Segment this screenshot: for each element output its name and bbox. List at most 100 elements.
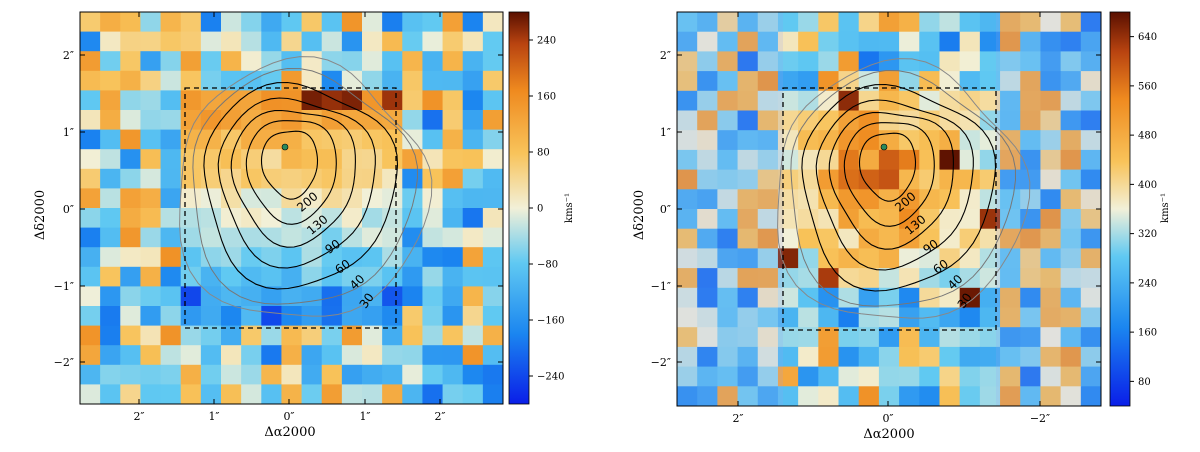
heatmap-cell (241, 110, 262, 131)
contour-line (245, 120, 337, 225)
heatmap-cell (482, 325, 503, 346)
heatmap-cell (382, 345, 403, 366)
heatmap-cell (697, 31, 718, 52)
heatmap-cell (1080, 228, 1101, 249)
heatmap-cell (100, 384, 121, 404)
heatmap-cell (362, 168, 383, 189)
heatmap-cell (858, 307, 880, 328)
heatmap-cell (737, 228, 759, 249)
heatmap-cell (919, 287, 941, 309)
heatmap-cell (677, 90, 698, 112)
heatmap-cell (1040, 268, 1062, 289)
heatmap-cell (422, 384, 444, 404)
heatmap-cell (757, 346, 779, 368)
heatmap-cell (878, 228, 900, 249)
heatmap-cell (462, 110, 484, 131)
heatmap-cell (160, 51, 182, 72)
heatmap-cell (341, 345, 363, 366)
heatmap-cell (1080, 71, 1101, 92)
heatmap-cell (341, 149, 363, 170)
heatmap-cell (482, 364, 503, 385)
heatmap-cell (818, 90, 840, 112)
heatmap-cell (281, 364, 303, 385)
heatmap-cell (1040, 327, 1062, 348)
heatmap-cell (1080, 366, 1101, 387)
heatmap-cell (757, 189, 779, 210)
heatmap-cell (402, 90, 424, 111)
heatmap-cell (717, 307, 739, 328)
heatmap-cell (757, 130, 779, 151)
heatmap-cell (717, 12, 739, 33)
heatmap-cell (1060, 31, 1082, 52)
heatmap-cell (939, 287, 961, 309)
heatmap-cell (301, 384, 323, 404)
heatmap-cell (301, 247, 323, 268)
contour-line (828, 111, 954, 250)
heatmap-cell (442, 364, 464, 385)
heatmap-cell (1020, 366, 1042, 387)
heatmap-cell (959, 149, 981, 171)
contour-line (777, 58, 1031, 319)
heatmap-cell (777, 366, 799, 387)
heatmap-cell (281, 227, 303, 248)
heatmap-cell (442, 227, 464, 248)
heatmap-cell (281, 247, 303, 268)
heatmap-cell (878, 287, 900, 309)
heatmap-cell (281, 51, 303, 72)
heatmap-cell (1000, 110, 1021, 131)
heatmap-cell (878, 110, 900, 131)
heatmap-cell (80, 227, 101, 248)
y-tick-label: 2″ (63, 49, 74, 62)
heatmap-cell (321, 384, 343, 404)
heatmap-cell (717, 327, 739, 348)
heatmap-cell (140, 70, 162, 91)
heatmap-cell (798, 386, 819, 406)
heatmap-cell (1040, 149, 1062, 171)
heatmap-cell (858, 51, 880, 72)
contour-line (217, 97, 376, 269)
heatmap-cell (160, 149, 182, 170)
heatmap-cell (979, 31, 1001, 52)
heatmap-cell (959, 12, 981, 33)
heatmap-cell (442, 70, 464, 91)
heatmap-cell (140, 110, 162, 131)
y-tick-label: −1″ (651, 280, 671, 293)
heatmap-cell (442, 129, 464, 150)
heatmap-cell (1080, 248, 1101, 269)
heatmap-cell (140, 90, 162, 111)
heatmap-cell (757, 228, 779, 249)
heatmap-cell (321, 149, 343, 170)
heatmap-cell (100, 227, 121, 248)
heatmap-cell (737, 209, 759, 230)
heatmap-cell (878, 169, 900, 190)
right-colorbar-ticks: 640 560 480 400 320 240 160 80 (1130, 32, 1157, 388)
heatmap-cell (241, 188, 262, 209)
heatmap-cell (221, 384, 242, 404)
heatmap-cell (1000, 248, 1021, 269)
colorbar-tick-label: 160 (537, 92, 556, 103)
heatmap-cell (1060, 248, 1082, 269)
left-colorbar-label: kms⁻¹ (564, 193, 575, 223)
heatmap-cell (422, 345, 444, 366)
heatmap-cell (261, 286, 283, 307)
heatmap-cell (221, 345, 242, 366)
heatmap-cell (301, 110, 323, 131)
heatmap-cell (798, 327, 819, 348)
heatmap-cell (301, 325, 323, 346)
heatmap-cell (160, 90, 182, 111)
heatmap-cell (442, 188, 464, 209)
heatmap-cell (160, 208, 182, 229)
heatmap-cell (1020, 51, 1042, 72)
heatmap-cell (1060, 346, 1082, 368)
heatmap-cell (717, 169, 739, 190)
heatmap-cell (140, 286, 162, 307)
heatmap-cell (959, 31, 981, 52)
heatmap-cell (80, 345, 101, 366)
heatmap-cell (858, 189, 880, 210)
heatmap-cell (180, 188, 202, 209)
heatmap-cell (1060, 110, 1082, 131)
heatmap-cell (1040, 71, 1062, 92)
heatmap-cell (1060, 90, 1082, 112)
